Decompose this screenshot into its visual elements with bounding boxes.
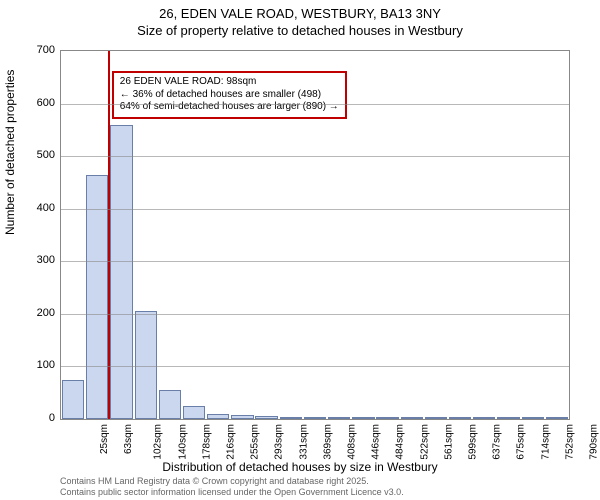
ytick-label: 500 — [37, 149, 55, 161]
bar — [280, 417, 302, 419]
xtick-label: 178sqm — [201, 424, 212, 460]
xtick-label: 102sqm — [153, 424, 164, 460]
footer-line2: Contains public sector information licen… — [60, 487, 404, 498]
bar — [231, 415, 253, 419]
xtick-label: 637sqm — [492, 424, 503, 460]
gridline — [61, 261, 569, 262]
xtick-label: 790sqm — [588, 424, 599, 460]
xtick-label: 140sqm — [177, 424, 188, 460]
bar — [183, 406, 205, 419]
xtick-label: 522sqm — [419, 424, 430, 460]
x-axis-label: Distribution of detached houses by size … — [0, 460, 600, 474]
bar — [304, 417, 326, 419]
xtick-label: 752sqm — [564, 424, 575, 460]
ytick-label: 100 — [37, 359, 55, 371]
xtick-label: 369sqm — [322, 424, 333, 460]
bar — [473, 417, 495, 419]
gridline — [61, 314, 569, 315]
annotation-line1: 26 EDEN VALE ROAD: 98sqm — [120, 76, 339, 89]
bar — [425, 417, 447, 419]
y-axis-label: Number of detached properties — [3, 70, 17, 235]
gridline — [61, 366, 569, 367]
xtick-label: 255sqm — [250, 424, 261, 460]
xtick-container: 25sqm 63sqm 102sqm 140sqm 178sqm 216sqm 255sqm… — [60, 420, 570, 460]
xtick-label: 408sqm — [347, 424, 358, 460]
annotation-box: 26 EDEN VALE ROAD: 98sqm ← 36% of detach… — [112, 71, 347, 119]
xtick-label: 484sqm — [395, 424, 406, 460]
title-line2: Size of property relative to detached ho… — [0, 23, 600, 38]
xtick-label: 561sqm — [443, 424, 454, 460]
annotation-line2: ← 36% of detached houses are smaller (49… — [120, 89, 339, 102]
xtick-label: 25sqm — [99, 424, 110, 454]
bar — [352, 417, 374, 419]
gridline — [61, 156, 569, 157]
bar — [207, 414, 229, 419]
chart-container: 26, EDEN VALE ROAD, WESTBURY, BA13 3NY S… — [0, 0, 600, 500]
xtick-label: 446sqm — [371, 424, 382, 460]
ytick-label: 0 — [49, 412, 55, 424]
xtick-label: 714sqm — [540, 424, 551, 460]
marker-line — [108, 51, 110, 419]
bar — [546, 417, 568, 419]
footer: Contains HM Land Registry data © Crown c… — [60, 476, 404, 498]
bar — [376, 417, 398, 419]
bar — [328, 417, 350, 419]
gridline — [61, 209, 569, 210]
title-block: 26, EDEN VALE ROAD, WESTBURY, BA13 3NY S… — [0, 0, 600, 38]
bar — [401, 417, 423, 419]
xtick-label: 63sqm — [123, 424, 134, 454]
bar — [497, 417, 519, 419]
bar — [255, 416, 277, 419]
bar — [86, 175, 108, 419]
ytick-label: 600 — [37, 97, 55, 109]
xtick-label: 675sqm — [516, 424, 527, 460]
footer-line1: Contains HM Land Registry data © Crown c… — [60, 476, 404, 487]
xtick-label: 599sqm — [468, 424, 479, 460]
bar — [159, 390, 181, 419]
xtick-label: 216sqm — [226, 424, 237, 460]
ytick-label: 400 — [37, 202, 55, 214]
bar — [449, 417, 471, 419]
ytick-label: 200 — [37, 307, 55, 319]
xtick-label: 331sqm — [298, 424, 309, 460]
bar — [522, 417, 544, 419]
ytick-label: 700 — [37, 44, 55, 56]
ytick-label: 300 — [37, 254, 55, 266]
gridline — [61, 104, 569, 105]
plot-area: 26 EDEN VALE ROAD: 98sqm ← 36% of detach… — [60, 50, 570, 420]
bar — [135, 311, 157, 419]
bar — [62, 380, 84, 419]
xtick-label: 293sqm — [274, 424, 285, 460]
title-line1: 26, EDEN VALE ROAD, WESTBURY, BA13 3NY — [0, 6, 600, 21]
bar — [110, 125, 132, 419]
